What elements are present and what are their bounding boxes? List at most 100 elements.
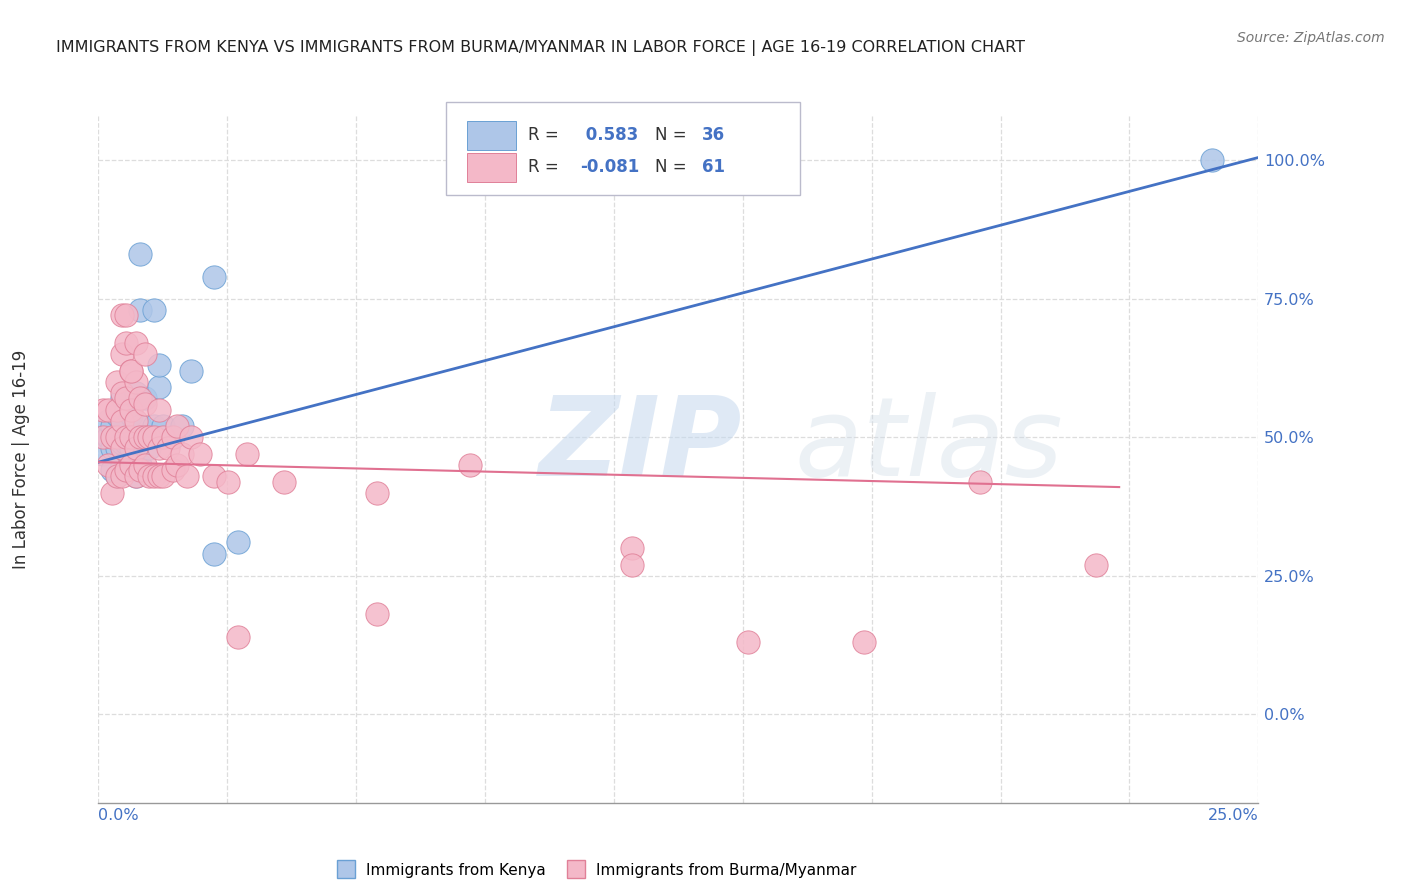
Point: [853, 635, 876, 649]
Point: [134, 430, 156, 444]
Point: [115, 463, 138, 477]
Text: In Labor Force | Age 16-19: In Labor Force | Age 16-19: [13, 350, 30, 569]
Point: [157, 442, 180, 456]
Point: [226, 630, 249, 644]
Point: [111, 419, 134, 434]
Text: 25.0%: 25.0%: [1208, 808, 1258, 823]
Point: [148, 358, 170, 372]
Point: [170, 447, 193, 461]
Point: [180, 364, 202, 378]
Point: [143, 469, 166, 483]
Point: [105, 469, 128, 483]
Point: [124, 469, 146, 483]
Point: [134, 430, 156, 444]
Point: [129, 392, 152, 406]
Point: [138, 442, 160, 456]
Point: [176, 469, 198, 483]
Point: [115, 392, 138, 406]
Point: [111, 469, 134, 483]
Point: [115, 430, 138, 444]
Point: [129, 302, 152, 317]
Point: [111, 414, 134, 428]
Point: [204, 547, 226, 561]
Point: [101, 485, 124, 500]
Text: N =: N =: [655, 159, 692, 177]
Point: [1201, 153, 1223, 168]
Point: [737, 635, 759, 649]
Text: R =: R =: [527, 159, 564, 177]
Point: [190, 447, 212, 461]
Point: [124, 469, 146, 483]
Point: [162, 430, 184, 444]
Point: [124, 375, 146, 389]
Point: [101, 430, 124, 444]
Text: 0.0%: 0.0%: [98, 808, 139, 823]
Point: [120, 364, 142, 378]
Text: IMMIGRANTS FROM KENYA VS IMMIGRANTS FROM BURMA/MYANMAR IN LABOR FORCE | AGE 16-1: IMMIGRANTS FROM KENYA VS IMMIGRANTS FROM…: [56, 40, 1025, 56]
Point: [152, 430, 174, 444]
Point: [148, 380, 170, 394]
Point: [97, 414, 120, 428]
Point: [170, 419, 193, 434]
Point: [138, 469, 160, 483]
Point: [143, 430, 166, 444]
FancyBboxPatch shape: [467, 153, 516, 182]
Point: [105, 469, 128, 483]
Point: [366, 607, 388, 622]
Point: [115, 309, 138, 323]
Point: [111, 435, 134, 450]
Point: [217, 475, 239, 489]
Point: [115, 402, 138, 417]
Point: [124, 442, 146, 456]
Text: -0.081: -0.081: [579, 159, 640, 177]
Point: [105, 402, 128, 417]
Text: atlas: atlas: [794, 392, 1063, 500]
FancyBboxPatch shape: [447, 103, 800, 195]
Point: [97, 402, 120, 417]
Point: [148, 469, 170, 483]
Point: [148, 442, 170, 456]
Text: 0.583: 0.583: [579, 126, 638, 145]
Point: [134, 397, 156, 411]
Point: [226, 535, 249, 549]
Point: [105, 430, 128, 444]
Point: [111, 385, 134, 400]
Text: ZIP: ZIP: [540, 392, 742, 500]
Point: [120, 442, 142, 456]
Point: [111, 442, 134, 456]
Point: [134, 347, 156, 361]
Point: [120, 408, 142, 422]
Point: [124, 385, 146, 400]
Point: [134, 458, 156, 472]
Point: [180, 430, 202, 444]
Point: [111, 347, 134, 361]
Point: [115, 463, 138, 477]
Point: [143, 302, 166, 317]
Point: [166, 419, 188, 434]
Point: [129, 419, 152, 434]
Point: [124, 414, 146, 428]
Text: N =: N =: [655, 126, 692, 145]
Point: [273, 475, 295, 489]
Legend: Immigrants from Kenya, Immigrants from Burma/Myanmar: Immigrants from Kenya, Immigrants from B…: [332, 856, 862, 885]
Point: [458, 458, 481, 472]
Point: [621, 541, 644, 555]
Point: [134, 392, 156, 406]
Point: [101, 419, 124, 434]
Point: [236, 447, 259, 461]
Text: 36: 36: [702, 126, 724, 145]
Point: [120, 402, 142, 417]
Point: [129, 458, 152, 472]
Text: Source: ZipAtlas.com: Source: ZipAtlas.com: [1237, 31, 1385, 45]
Text: 61: 61: [702, 159, 724, 177]
Point: [124, 336, 146, 351]
Text: R =: R =: [527, 126, 564, 145]
Point: [105, 375, 128, 389]
Point: [111, 392, 134, 406]
Point: [366, 485, 388, 500]
Point: [152, 469, 174, 483]
Point: [162, 430, 184, 444]
Point: [129, 430, 152, 444]
Point: [143, 419, 166, 434]
Point: [129, 463, 152, 477]
